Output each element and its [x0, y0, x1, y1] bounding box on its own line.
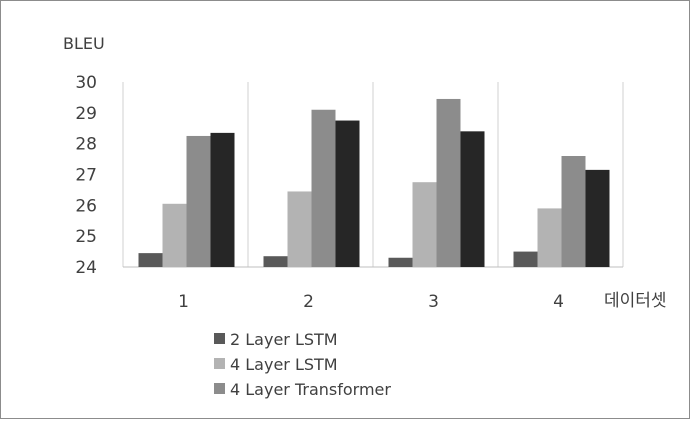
- bar: [561, 156, 586, 267]
- bar: [186, 135, 211, 267]
- legend: 2 Layer LSTM 4 Layer LSTM 4 Layer Transfor…: [214, 330, 391, 399]
- legend-swatch: [214, 333, 225, 344]
- legend-label: 4 Layer LSTM: [230, 355, 338, 374]
- legend-swatch: [214, 358, 225, 369]
- bar: [388, 257, 413, 267]
- y-tick-label: 27: [75, 166, 97, 186]
- bar: [263, 256, 288, 267]
- legend-label: 2 Layer LSTM: [230, 330, 338, 349]
- bar: [162, 203, 187, 267]
- x-tick-label: 2: [303, 292, 314, 312]
- bar: [138, 253, 163, 267]
- x-axis-label: 데이터셋: [604, 291, 667, 311]
- y-tick-label: 24: [75, 258, 97, 278]
- bars: [138, 98, 610, 268]
- x-tick-label: 1: [178, 292, 189, 312]
- bar: [335, 120, 360, 268]
- x-tick-label: 3: [428, 292, 439, 312]
- y-tick-label: 29: [75, 104, 97, 124]
- bar: [287, 191, 312, 267]
- y-tick-label: 28: [75, 135, 97, 155]
- bar: [210, 132, 235, 267]
- bar: [513, 251, 538, 267]
- legend-label: 4 Layer Transformer: [230, 380, 391, 399]
- bar: [436, 98, 461, 267]
- y-tick-label: 30: [75, 73, 97, 93]
- legend-swatch: [214, 383, 225, 394]
- y-axis-label: BLEU: [63, 34, 105, 53]
- y-tick-label: 25: [75, 227, 97, 247]
- bar: [537, 208, 562, 267]
- x-tick-label: 4: [553, 292, 564, 312]
- bar: [460, 131, 485, 267]
- bar: [412, 182, 437, 267]
- bar: [311, 109, 336, 267]
- y-tick-label: 26: [75, 196, 97, 216]
- bar: [585, 169, 610, 267]
